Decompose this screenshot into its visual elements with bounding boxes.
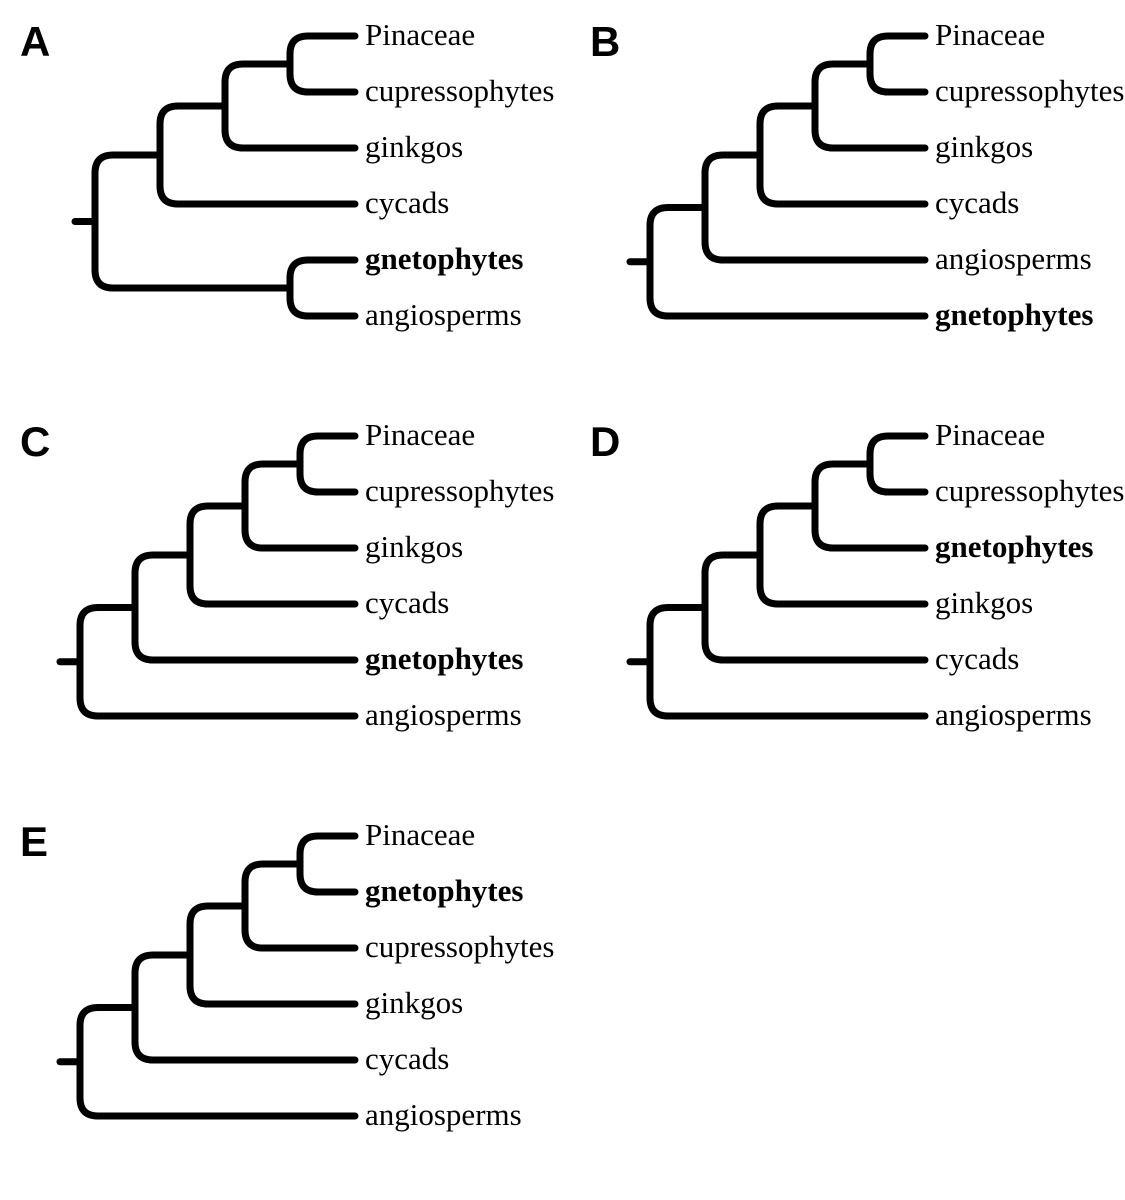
taxon-label: ginkgos xyxy=(365,529,463,565)
taxon-label: gnetophytes xyxy=(365,873,523,909)
taxon-label: ginkgos xyxy=(365,129,463,165)
taxon-label: cycads xyxy=(365,185,449,221)
taxon-label: gnetophytes xyxy=(935,529,1093,565)
panel-letter-C: C xyxy=(20,418,50,466)
taxon-label: Pinaceae xyxy=(365,17,475,53)
panel-E: E Pinaceae gnetophytes cupressophytes ginkgo… xyxy=(20,810,560,1150)
taxon-label: angiosperms xyxy=(935,697,1092,733)
taxon-label: Pinaceae xyxy=(935,17,1045,53)
taxon-label: gnetophytes xyxy=(365,641,523,677)
taxon-label: cupressophytes xyxy=(935,73,1124,109)
panel-letter-B: B xyxy=(590,18,620,66)
taxon-label: cupressophytes xyxy=(365,73,554,109)
taxon-label: angiosperms xyxy=(365,297,522,333)
panel-C: C Pinaceae cupressophytes ginkgos cycads gnet… xyxy=(20,410,560,750)
taxon-label: gnetophytes xyxy=(365,241,523,277)
taxon-label: ginkgos xyxy=(365,985,463,1021)
taxon-label: angiosperms xyxy=(365,697,522,733)
taxon-label: Pinaceae xyxy=(365,817,475,853)
taxon-label: angiosperms xyxy=(365,1097,522,1133)
taxon-label: Pinaceae xyxy=(935,417,1045,453)
panel-D: D Pinaceae cupressophytes gnetophytes ginkgo… xyxy=(575,410,1125,750)
panel-letter-A: A xyxy=(20,18,50,66)
taxon-label: cupressophytes xyxy=(365,473,554,509)
taxon-label: Pinaceae xyxy=(365,417,475,453)
taxon-label: cupressophytes xyxy=(935,473,1124,509)
taxon-label: ginkgos xyxy=(935,585,1033,621)
taxon-label: gnetophytes xyxy=(935,297,1093,333)
taxon-label: cycads xyxy=(935,185,1019,221)
taxon-label: cupressophytes xyxy=(365,929,554,965)
panel-B: B Pinaceae cupressophytes ginkgos cycads angi… xyxy=(575,10,1125,350)
taxon-label: cycads xyxy=(365,585,449,621)
panel-letter-D: D xyxy=(590,418,620,466)
taxon-label: cycads xyxy=(935,641,1019,677)
panel-A: A Pinaceae cupressophytes ginkgos cycads gnet… xyxy=(20,10,560,350)
panel-letter-E: E xyxy=(20,818,48,866)
taxon-label: ginkgos xyxy=(935,129,1033,165)
taxon-label: angiosperms xyxy=(935,241,1092,277)
taxon-label: cycads xyxy=(365,1041,449,1077)
